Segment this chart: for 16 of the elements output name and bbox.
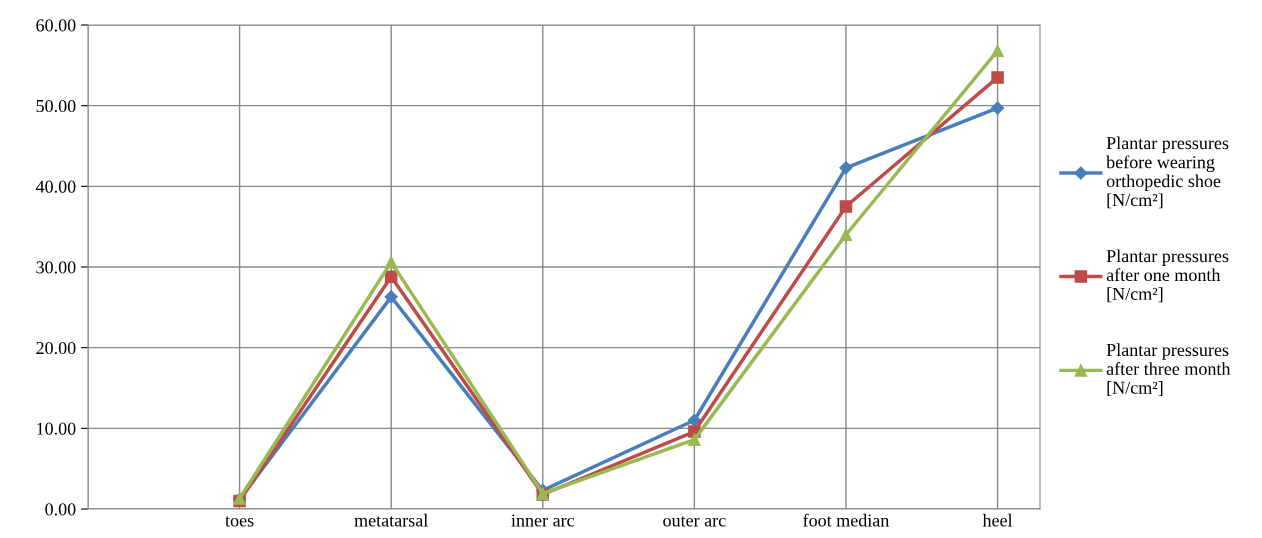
x-tick-label: foot median — [803, 513, 890, 527]
y-tick-label: 50.00 — [36, 99, 76, 113]
y-tick-label: 20.00 — [36, 341, 76, 355]
y-tick-label: 60.00 — [36, 19, 76, 32]
y-tick-label: 10.00 — [37, 422, 76, 435]
legend-label: Plantar pressures after one month [N/cm²] — [1106, 249, 1229, 303]
x-tick-label: metatarsal — [354, 513, 428, 527]
legend-label: Plantar pressures after three month [N/cm²] — [1106, 343, 1231, 397]
y-tick-label: 0.00 — [45, 503, 76, 516]
x-tick-label: outer arc — [663, 516, 726, 527]
x-tick-label: heel — [982, 513, 1013, 527]
x-tick-label: toes — [225, 516, 254, 527]
y-tick-label: 40.00 — [35, 180, 76, 193]
x-tick-label: inner arc — [511, 514, 575, 527]
legend-label: Plantar pressures before wearing orthopedic shoe [N/cm²] — [1106, 136, 1229, 209]
y-tick-label: 30.00 — [36, 261, 76, 274]
